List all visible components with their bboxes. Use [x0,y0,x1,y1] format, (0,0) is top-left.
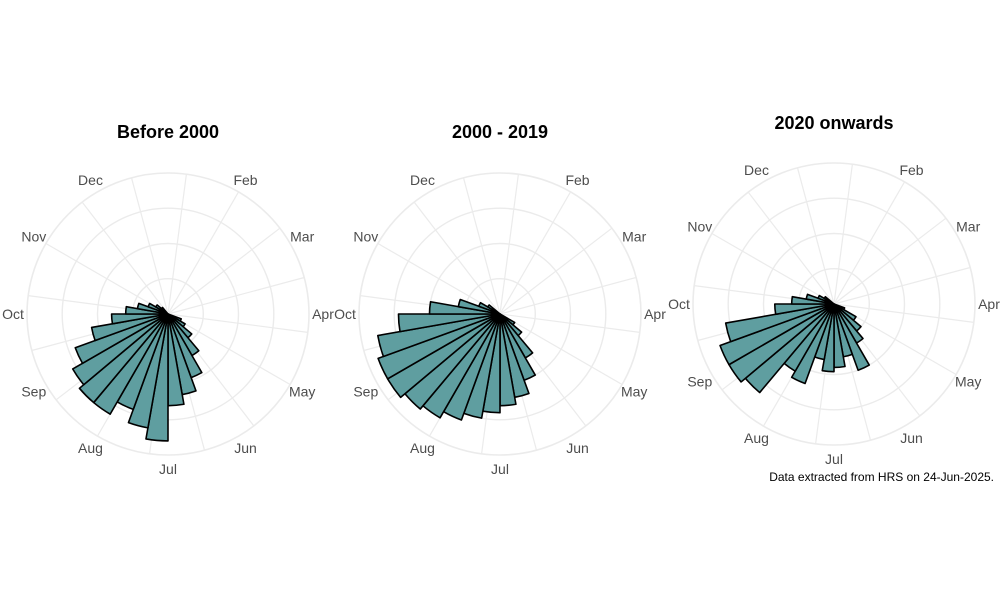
grid-ring [727,197,941,411]
grid-spoke [167,191,240,315]
grid-spoke [167,276,305,315]
grid-spoke [130,177,169,315]
month-labels: Feb Mar Apr May Jun Jul Aug Sep Oct Nov Dec [334,172,666,477]
month-label-feb: Feb [565,172,589,188]
month-label-nov: Nov [687,219,712,235]
grid-spoke [377,242,501,315]
rose-bar [719,303,835,366]
month-label-dec: Dec [78,172,103,188]
month-label-feb: Feb [233,172,257,188]
month-label-nov: Nov [353,229,378,245]
month-label-aug: Aug [78,440,103,456]
grid-spoke [167,313,291,386]
month-label-apr: Apr [312,306,334,322]
grid-spoke [167,174,187,315]
month-label-jun: Jun [566,440,589,456]
month-label-feb: Feb [899,162,923,178]
month-label-jul: Jul [491,461,509,477]
rose-chart-2000-2019: Feb Mar Apr May Jun Jul Aug Sep Oct Nov Dec 2000 - … [334,122,666,477]
rose-bar [90,313,169,342]
grid-spoke [833,217,947,305]
bars [719,293,871,394]
month-label-apr: Apr [978,296,1000,312]
month-label-sep: Sep [353,384,378,400]
rose-bar [724,303,835,343]
grid-spoke [833,266,971,305]
month-label-sep: Sep [21,384,46,400]
month-label-may: May [289,384,315,400]
month-label-jul: Jul [159,461,177,477]
month-label-may: May [955,374,981,390]
month-label-aug: Aug [410,440,435,456]
grid-spoke [833,303,974,323]
grid-ring [393,207,607,421]
month-label-oct: Oct [2,306,24,322]
grid-spoke [413,201,501,315]
chart-title: Before 2000 [117,122,219,142]
rose-bar [823,295,835,305]
month-label-dec: Dec [410,172,435,188]
month-labels: Feb Mar Apr May Jun Jul Aug Sep Oct Nov Dec [2,172,334,477]
month-label-oct: Oct [668,296,690,312]
month-label-jul: Jul [825,451,843,467]
grid-spoke [45,242,169,315]
grid-ring [692,162,976,446]
month-label-apr: Apr [644,306,666,322]
month-label-dec: Dec [744,162,769,178]
month-label-may: May [621,384,647,400]
month-label-jun: Jun [234,440,257,456]
chart-title: 2020 onwards [774,113,893,133]
bars [377,298,537,421]
grid-spoke [167,313,308,333]
bars [71,302,203,442]
month-label-mar: Mar [622,229,646,245]
rose-bar [486,304,501,315]
grid-spoke [796,167,835,305]
month-label-jun: Jun [900,430,923,446]
grid-spoke [499,276,637,315]
rose-bar [377,313,501,358]
grid-spoke [499,174,519,315]
rose-bar [833,303,871,372]
grid-ring [26,172,310,456]
rose-chart-2020-onwards: Feb Mar Apr May Jun Jul Aug Sep Oct Nov Dec 2020 on… [668,113,1000,467]
grid-spoke [499,191,572,315]
grid-spoke [462,177,501,315]
rose-bar [71,313,169,386]
rose-bar [110,313,169,325]
rose-bar [160,306,169,315]
grid-ring [358,172,642,456]
rose-chart-before-2000: Feb Mar Apr May Jun Jul Aug Sep Oct Nov Dec Before … [2,122,334,477]
grid-spoke [499,227,613,315]
month-label-mar: Mar [956,219,980,235]
grid-spoke [711,232,835,305]
month-label-aug: Aug [744,430,769,446]
month-label-mar: Mar [290,229,314,245]
grid-spoke [747,191,835,305]
month-label-sep: Sep [687,374,712,390]
rose-bar [377,313,501,380]
rose-bar [397,313,501,333]
grid-spoke [833,181,906,305]
rose-bar [773,303,835,316]
month-label-oct: Oct [334,306,356,322]
grid-spoke [81,201,169,315]
month-label-nov: Nov [21,229,46,245]
month-labels: Feb Mar Apr May Jun Jul Aug Sep Oct Nov Dec [668,162,1000,467]
chart-title: 2000 - 2019 [452,122,548,142]
grid-ring [762,232,906,376]
grid-spoke [499,313,640,333]
grid-spoke [167,227,281,315]
rose-bar [74,313,169,365]
data-source-caption: Data extracted from HRS on 24-Jun-2025. [769,470,994,484]
grid-spoke [499,313,623,386]
grid-spoke [833,164,853,305]
rose-bar [78,313,169,404]
